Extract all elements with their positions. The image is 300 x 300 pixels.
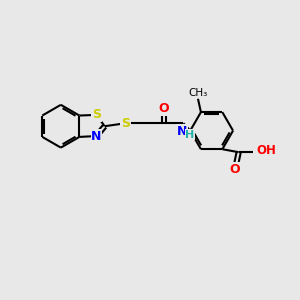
- Text: S: S: [121, 117, 130, 130]
- Text: N: N: [91, 130, 102, 142]
- Text: CH₃: CH₃: [188, 88, 208, 98]
- Text: H: H: [185, 130, 195, 140]
- Text: O: O: [229, 163, 239, 176]
- Text: S: S: [92, 108, 101, 122]
- Text: O: O: [159, 102, 170, 115]
- Text: OH: OH: [256, 144, 276, 157]
- Text: N: N: [177, 125, 187, 138]
